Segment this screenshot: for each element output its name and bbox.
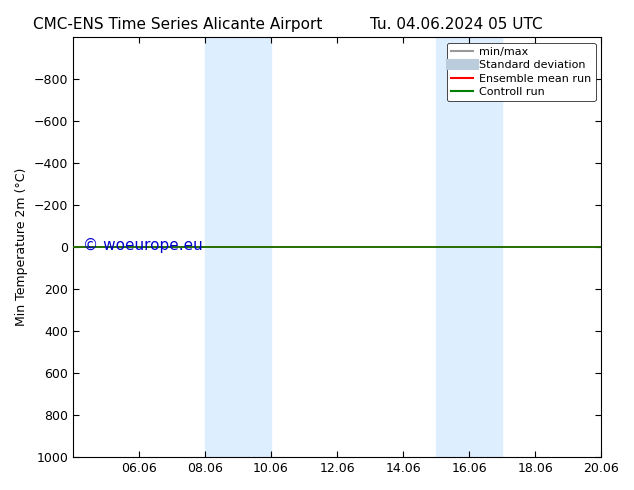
Bar xyxy=(436,37,502,457)
Text: Tu. 04.06.2024 05 UTC: Tu. 04.06.2024 05 UTC xyxy=(370,17,543,32)
Bar xyxy=(205,37,271,457)
Legend: min/max, Standard deviation, Ensemble mean run, Controll run: min/max, Standard deviation, Ensemble me… xyxy=(446,43,595,101)
Text: CMC-ENS Time Series Alicante Airport: CMC-ENS Time Series Alicante Airport xyxy=(33,17,322,32)
Y-axis label: Min Temperature 2m (°C): Min Temperature 2m (°C) xyxy=(15,168,28,326)
Text: © woeurope.eu: © woeurope.eu xyxy=(84,238,204,252)
